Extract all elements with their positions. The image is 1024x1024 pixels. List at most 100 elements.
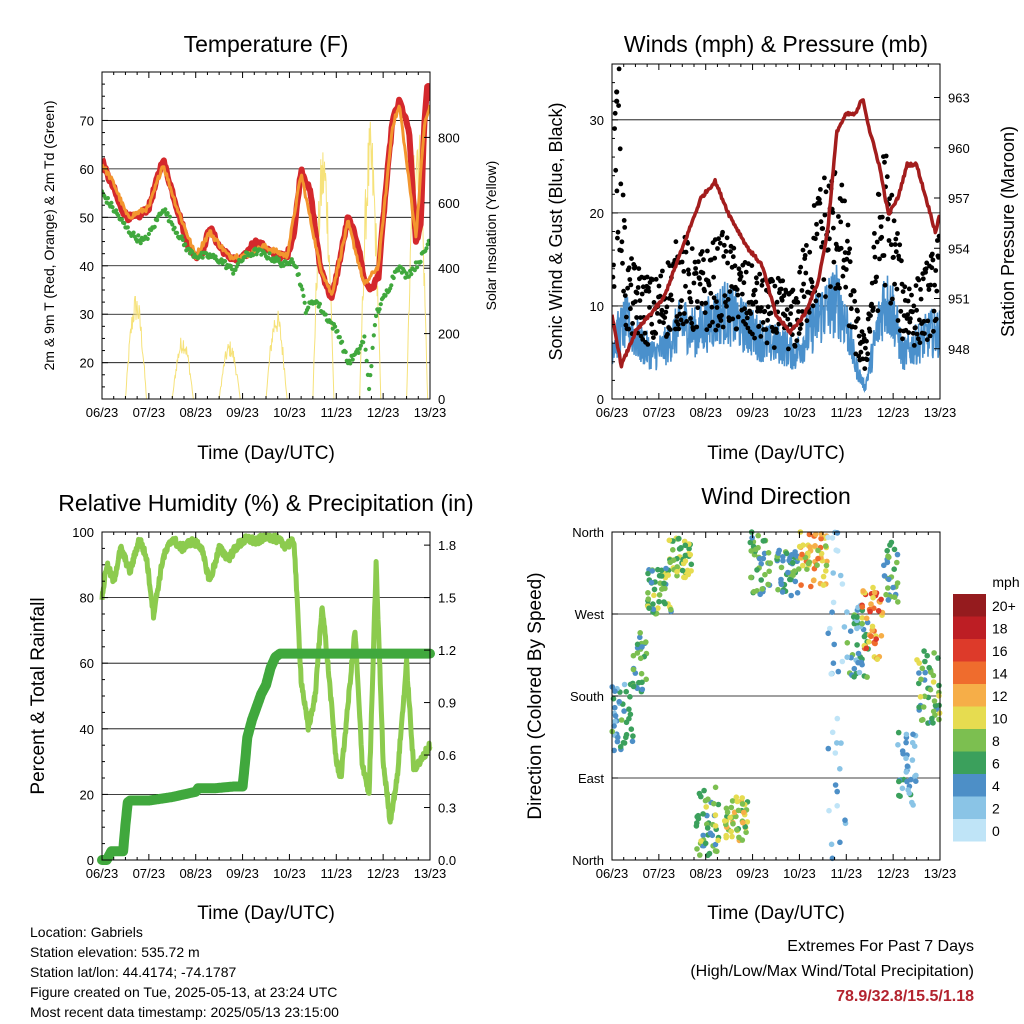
- gust-point: [893, 249, 899, 255]
- gust-point: [801, 294, 807, 300]
- direction-point: [829, 535, 836, 541]
- direction-point: [913, 778, 919, 784]
- y-axis-label: Direction (Colored By Speed): [525, 572, 546, 819]
- gust-point: [612, 126, 617, 131]
- gust-point: [614, 98, 620, 104]
- dewpoint-point: [362, 334, 367, 339]
- x-tick-label: 11/23: [320, 866, 352, 881]
- direction-point: [805, 550, 811, 557]
- gust-point: [800, 247, 806, 253]
- dewpoint-point: [152, 224, 157, 229]
- direction-point: [828, 671, 834, 677]
- dewpoint-point: [371, 333, 376, 338]
- gust-point: [895, 231, 900, 236]
- gust-point: [738, 274, 744, 279]
- y-axis-label: Sonic Wind & Gust (Blue, Black): [546, 102, 566, 360]
- dewpoint-point: [119, 217, 124, 222]
- gust-point: [778, 286, 784, 292]
- dewpoint-point: [281, 263, 286, 268]
- gust-point: [649, 321, 655, 327]
- gust-point: [685, 267, 691, 273]
- dewpoint-point: [391, 275, 396, 281]
- gust-point: [879, 214, 885, 220]
- gust-point: [883, 153, 889, 159]
- direction-point: [754, 567, 760, 573]
- gust-point: [895, 318, 901, 323]
- dewpoint-point: [323, 312, 328, 317]
- dewpoint-point: [294, 265, 299, 270]
- x-tick-label: 08/23: [179, 866, 212, 881]
- direction-point: [780, 557, 786, 564]
- gust-point: [664, 304, 670, 310]
- direction-point: [645, 596, 652, 602]
- gust-point: [759, 305, 764, 310]
- gust-point: [823, 189, 829, 195]
- colorbar-swatch: [953, 594, 986, 617]
- gust-point: [809, 279, 815, 285]
- direction-point: [863, 645, 870, 652]
- gust-point: [697, 281, 703, 287]
- gust-point: [711, 295, 717, 301]
- gust-point: [774, 330, 779, 335]
- gust-point: [714, 299, 719, 304]
- direction-point: [815, 555, 821, 562]
- gust-point: [629, 256, 634, 261]
- direction-point: [688, 561, 695, 568]
- direction-point: [670, 547, 676, 553]
- temperature-data: [102, 83, 430, 399]
- gust-point: [731, 245, 737, 251]
- direction-point: [682, 552, 689, 559]
- dewpoint-point: [228, 263, 233, 269]
- direction-point: [715, 801, 722, 808]
- dewpoint-point: [114, 208, 119, 213]
- gust-point: [823, 294, 828, 299]
- direction-point: [818, 550, 825, 557]
- y-tick-label: West: [575, 607, 605, 622]
- direction-point: [679, 567, 686, 574]
- direction-point: [697, 852, 703, 858]
- gust-point: [793, 296, 799, 301]
- direction-point: [871, 589, 878, 596]
- x-tick-label: 09/23: [226, 866, 259, 881]
- gust-point: [911, 343, 917, 348]
- direction-point: [827, 625, 833, 632]
- direction-point: [760, 538, 767, 544]
- dewpoint-point: [167, 214, 172, 219]
- x-axis-label: Time (Day/UTC): [197, 903, 335, 924]
- gust-point: [852, 324, 858, 330]
- gust-point: [934, 288, 940, 294]
- direction-point: [628, 726, 635, 732]
- direction-point: [792, 549, 798, 555]
- gust-point: [681, 311, 687, 316]
- direction-point: [910, 731, 916, 738]
- gust-point: [822, 212, 828, 218]
- direction-point: [935, 655, 941, 661]
- direction-point: [688, 568, 694, 574]
- direction-point: [630, 666, 637, 673]
- direction-point: [815, 547, 821, 554]
- direction-point: [909, 739, 916, 746]
- gust-point: [612, 274, 616, 280]
- direction-point: [695, 812, 701, 819]
- gust-point: [706, 282, 712, 288]
- direction-point: [858, 659, 865, 666]
- direction-point: [926, 664, 932, 671]
- gust-point: [742, 306, 747, 312]
- x-tick-label: 13/23: [414, 405, 447, 420]
- direction-point: [930, 708, 937, 715]
- dewpoint-point: [343, 349, 348, 355]
- direction-point: [656, 592, 663, 598]
- direction-point: [891, 594, 898, 600]
- gust-point: [756, 323, 762, 329]
- direction-point: [790, 560, 796, 566]
- gust-point: [864, 338, 869, 344]
- dewpoint-point: [418, 259, 423, 264]
- gust-point: [936, 255, 940, 260]
- direction-point: [810, 577, 817, 584]
- dewpoint-point: [302, 300, 307, 305]
- gust-point: [705, 248, 710, 254]
- y2-tick-label: 1.2: [438, 643, 456, 658]
- direction-point: [662, 585, 668, 592]
- direction-point: [842, 817, 848, 823]
- gust-point: [884, 174, 890, 180]
